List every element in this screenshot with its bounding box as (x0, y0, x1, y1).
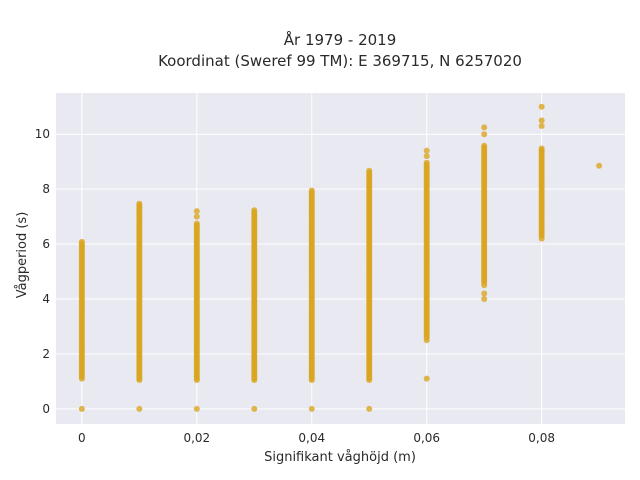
data-point (481, 124, 488, 131)
data-point (481, 282, 488, 289)
chart-title-line2: Koordinat (Sweref 99 TM): E 369715, N 62… (158, 52, 522, 70)
data-point (193, 220, 200, 227)
data-point (251, 405, 258, 412)
tick-labels: 0 0,02 0,04 0,06 0,08 0 2 4 6 8 10 (35, 127, 555, 445)
data-point (423, 375, 430, 382)
y-tick-label: 0 (42, 402, 50, 416)
y-tick-label: 10 (35, 127, 50, 141)
x-tick-label: 0,02 (183, 431, 210, 445)
plot-area (56, 93, 625, 424)
data-point (423, 153, 430, 160)
data-point (481, 131, 488, 138)
data-point (366, 167, 373, 174)
data-point (481, 290, 488, 297)
y-tick-label: 2 (42, 347, 50, 361)
data-point (596, 162, 603, 169)
data-point (538, 122, 545, 129)
data-point (538, 103, 545, 110)
y-axis-label: Vågperiod (s) (15, 212, 30, 299)
data-point (136, 405, 143, 412)
data-point (538, 145, 545, 152)
data-point (538, 117, 545, 124)
data-point (193, 405, 200, 412)
x-tick-label: 0 (78, 431, 86, 445)
data-point (78, 238, 85, 245)
y-tick-label: 6 (42, 237, 50, 251)
data-point (193, 208, 200, 215)
x-tick-label: 0,08 (528, 431, 555, 445)
data-point (423, 147, 430, 154)
data-point (251, 207, 258, 214)
x-axis-label: Signifikant våghöjd (m) (264, 450, 416, 465)
chart-title-line1: År 1979 - 2019 (284, 30, 397, 49)
x-tick-label: 0,04 (298, 431, 325, 445)
data-point (366, 405, 373, 412)
y-tick-label: 8 (42, 182, 50, 196)
data-point (308, 187, 315, 194)
data-point (538, 235, 545, 242)
data-point (481, 142, 488, 149)
data-point (481, 296, 488, 303)
data-point (423, 159, 430, 166)
y-tick-label: 4 (42, 292, 50, 306)
data-point (308, 405, 315, 412)
data-point (78, 405, 85, 412)
data-point (193, 213, 200, 220)
data-point (136, 200, 143, 207)
data-markers (78, 103, 603, 412)
x-tick-label: 0,06 (413, 431, 440, 445)
data-point (423, 337, 430, 344)
